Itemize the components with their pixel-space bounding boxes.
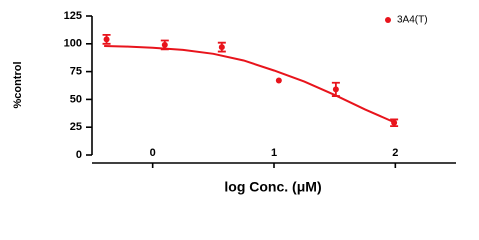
x-axis-label: log Conc. (μM) — [224, 179, 321, 195]
y-tick-label: 75 — [70, 66, 82, 78]
x-tick-label: 1 — [271, 147, 277, 159]
data-point — [103, 36, 110, 43]
data-point — [391, 119, 398, 126]
legend-label: 3A4(T) — [397, 15, 428, 26]
legend-marker — [385, 17, 391, 23]
y-axis-label: %control — [12, 61, 24, 108]
data-point — [332, 86, 339, 93]
fit-curve — [104, 45, 396, 124]
chart: %control log Conc. (μM) 0 25 50 75 100 125 0 1 2… — [12, 10, 456, 195]
data-point — [161, 41, 168, 48]
x-tick-label: 0 — [150, 147, 156, 159]
y-tick-label: 0 — [76, 149, 82, 161]
data-point — [275, 77, 282, 84]
y-tick-label: 125 — [64, 10, 82, 22]
x-tick-label: 2 — [392, 147, 398, 159]
data-point — [218, 44, 225, 51]
y-tick-label: 100 — [64, 38, 82, 50]
y-tick-label: 25 — [70, 121, 82, 133]
y-tick-label: 50 — [70, 93, 82, 105]
